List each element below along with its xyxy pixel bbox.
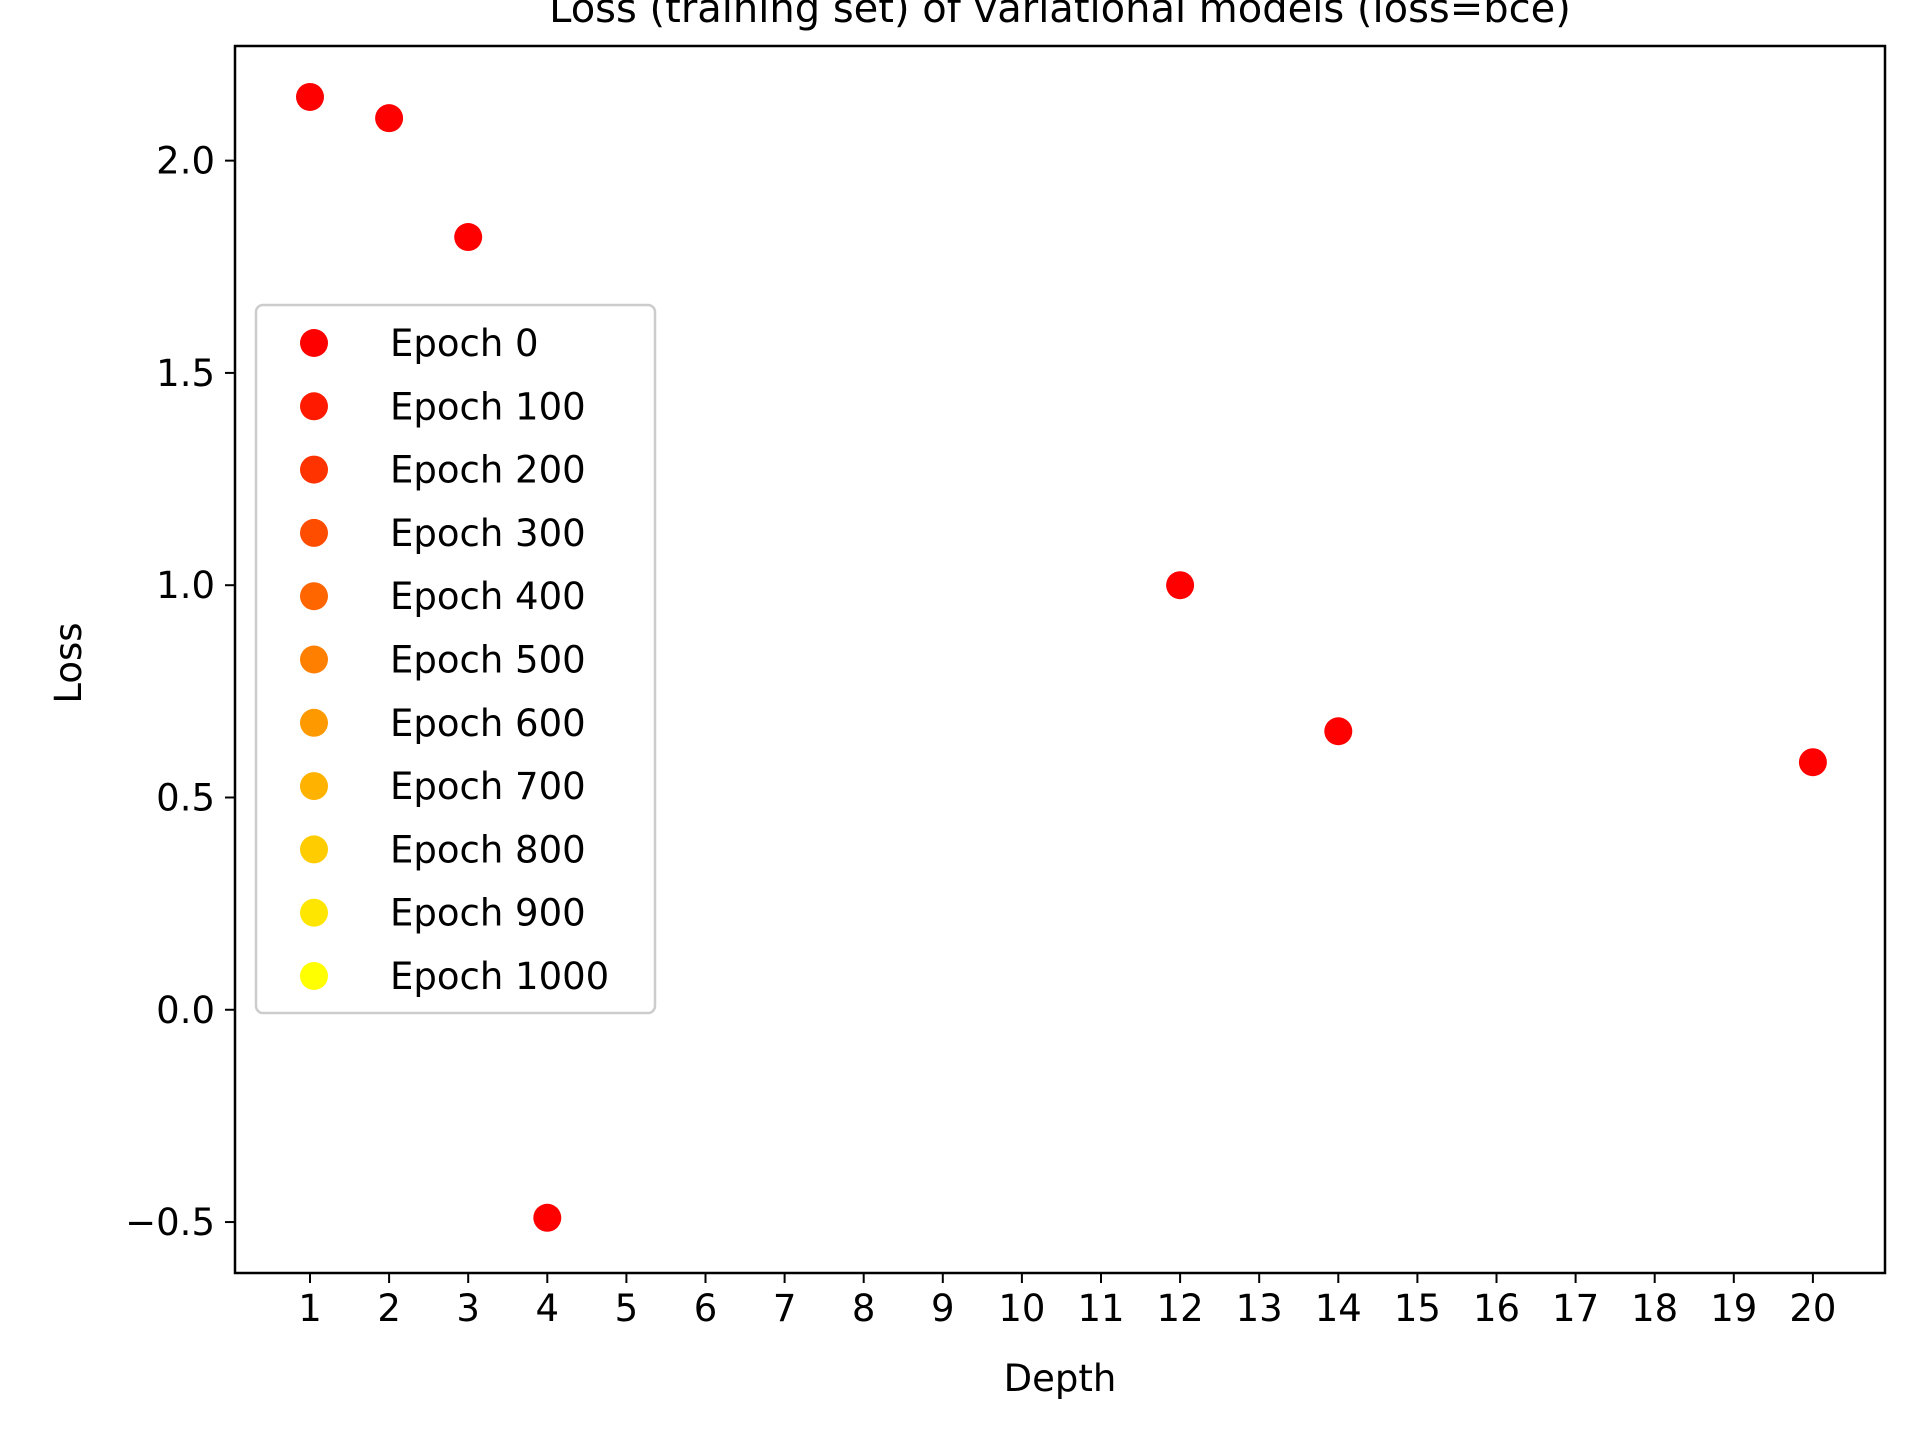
legend-label: Epoch 1000 [390, 955, 609, 998]
legend-label: Epoch 0 [390, 322, 539, 365]
legend-label: Epoch 900 [390, 892, 586, 935]
legend-items: Epoch 0 Epoch 100 Epoch 200 Epoch 300 Epoch … [300, 322, 609, 998]
y-tick-label: 0.0 [156, 989, 215, 1032]
legend-label: Epoch 300 [390, 512, 586, 555]
legend-label: Epoch 500 [390, 639, 586, 682]
legend-label: Epoch 700 [390, 765, 586, 808]
data-point [1324, 717, 1353, 746]
y-axis-label: Loss [47, 622, 90, 703]
x-tick-label: 17 [1552, 1287, 1599, 1330]
legend-box [254, 303, 657, 1015]
x-tick-label: 5 [615, 1287, 639, 1330]
x-tick-label: 13 [1236, 1287, 1283, 1330]
data-point [533, 1203, 562, 1232]
x-axis: 1 2 3 4 5 6 7 8 9 10 11 12 13 14 15 16 17 18 19 20 [298, 1273, 1836, 1330]
legend-marker [300, 392, 328, 421]
y-tick-label: 2.0 [156, 140, 215, 183]
legend-label: Epoch 100 [390, 385, 586, 428]
legend-marker [300, 518, 328, 547]
legend-label: Epoch 400 [390, 575, 586, 618]
x-tick-label: 14 [1315, 1287, 1362, 1330]
data-point [296, 82, 324, 111]
data-point [454, 223, 483, 252]
x-tick-label: 16 [1473, 1287, 1520, 1330]
legend-marker [300, 645, 328, 674]
x-tick-label: 19 [1710, 1287, 1757, 1330]
x-tick-label: 18 [1631, 1287, 1678, 1330]
legend-marker [300, 772, 328, 801]
legend-label: Epoch 200 [390, 449, 586, 492]
chart-title: Loss (training set) of variational model… [549, 0, 1571, 32]
x-tick-label: 11 [1077, 1287, 1124, 1330]
legend-marker [300, 455, 328, 484]
data-point [375, 104, 404, 133]
x-tick-label: 8 [852, 1287, 876, 1330]
data-points [296, 82, 1827, 1232]
y-tick-label: 1.5 [156, 352, 215, 395]
legend-marker [300, 835, 328, 864]
x-tick-label: 2 [377, 1287, 401, 1330]
legend-marker [300, 329, 328, 357]
x-tick-label: 1 [298, 1287, 322, 1330]
x-tick-label: 9 [931, 1287, 955, 1330]
legend: Epoch 0 Epoch 100 Epoch 200 Epoch 300 Epoch … [254, 303, 657, 1015]
data-point [1166, 571, 1195, 600]
x-tick-label: 7 [773, 1287, 797, 1330]
y-tick-label: −0.5 [125, 1201, 215, 1244]
legend-marker [300, 962, 328, 990]
y-tick-label: 0.5 [156, 776, 215, 819]
y-tick-label: 1.0 [156, 564, 215, 607]
x-axis-label: Depth [1004, 1357, 1117, 1400]
legend-label: Epoch 800 [390, 828, 586, 871]
legend-marker [300, 708, 328, 737]
x-tick-label: 12 [1157, 1287, 1204, 1330]
x-tick-label: 20 [1789, 1287, 1836, 1330]
data-point [1798, 748, 1827, 777]
legend-marker [300, 898, 328, 927]
legend-marker [300, 582, 328, 611]
x-tick-label: 15 [1394, 1287, 1441, 1330]
x-tick-label: 6 [694, 1287, 718, 1330]
legend-label: Epoch 600 [390, 702, 586, 745]
x-tick-label: 10 [998, 1287, 1045, 1330]
y-axis: −0.5 0.0 0.5 1.0 1.5 2.0 [125, 140, 235, 1244]
x-tick-label: 3 [456, 1287, 480, 1330]
x-tick-label: 4 [536, 1287, 560, 1330]
